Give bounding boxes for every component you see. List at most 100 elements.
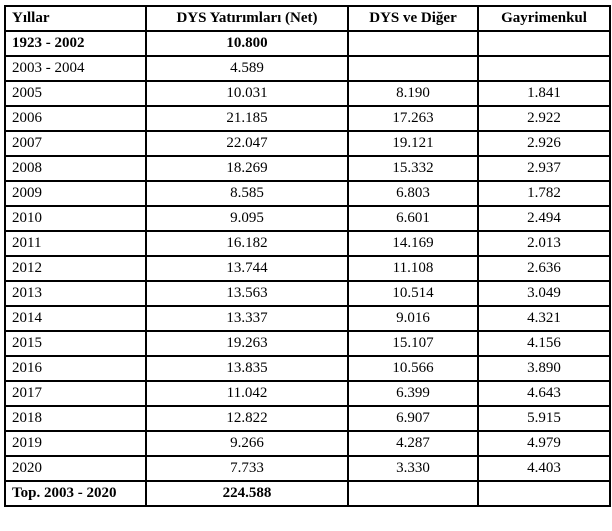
dys-other-cell: 10.566 [347,355,479,382]
table-body: 1923 - 2002 10.800 2003 - 2004 4.589 2005 10.… [4,30,611,507]
dys-net-cell: 4.589 [145,55,349,82]
table-row: 2017 11.042 6.399 4.643 [4,380,611,407]
year-cell: 2007 [4,130,147,157]
dys-net-cell: 10.031 [145,80,349,107]
gayrimenkul-cell: 4.321 [477,305,611,332]
dys-net-cell: 13.744 [145,255,349,282]
year-cell: 2016 [4,355,147,382]
dys-net-cell: 7.733 [145,455,349,482]
dys-other-cell [347,30,479,57]
gayrimenkul-cell: 4.643 [477,380,611,407]
year-cell: 2008 [4,155,147,182]
dys-other-cell: 17.263 [347,105,479,132]
year-cell: 2006 [4,105,147,132]
dys-net-cell: 13.563 [145,280,349,307]
year-cell: 2010 [4,205,147,232]
gayrimenkul-cell [477,55,611,82]
dys-net-cell: 9.266 [145,430,349,457]
gayrimenkul-cell: 4.979 [477,430,611,457]
year-cell: Top. 2003 - 2020 [4,480,147,507]
table-row: Top. 2003 - 2020 224.588 [4,480,611,507]
table-row: 2020 7.733 3.330 4.403 [4,455,611,482]
year-cell: 2019 [4,430,147,457]
year-cell: 2009 [4,180,147,207]
table-row: 2011 16.182 14.169 2.013 [4,230,611,257]
header-cell-gayrimenkul: Gayrimenkul [477,5,611,32]
year-cell: 2003 - 2004 [4,55,147,82]
gayrimenkul-cell: 3.049 [477,280,611,307]
gayrimenkul-cell: 3.890 [477,355,611,382]
gayrimenkul-cell: 4.156 [477,330,611,357]
dys-other-cell: 6.601 [347,205,479,232]
table-row: 2010 9.095 6.601 2.494 [4,205,611,232]
header-cell-years: Yıllar [4,5,147,32]
dys-other-cell: 6.907 [347,405,479,432]
table-row: 2013 13.563 10.514 3.049 [4,280,611,307]
header-cell-dys-net: DYS Yatırımları (Net) [145,5,349,32]
dys-net-cell: 10.800 [145,30,349,57]
table-row: 2003 - 2004 4.589 [4,55,611,82]
table-row: 2016 13.835 10.566 3.890 [4,355,611,382]
dys-other-cell: 4.287 [347,430,479,457]
dys-other-cell: 6.399 [347,380,479,407]
dys-other-cell: 11.108 [347,255,479,282]
dys-other-cell: 9.016 [347,305,479,332]
gayrimenkul-cell [477,480,611,507]
dys-net-cell: 8.585 [145,180,349,207]
dys-other-cell: 14.169 [347,230,479,257]
dys-net-cell: 13.337 [145,305,349,332]
gayrimenkul-cell: 2.922 [477,105,611,132]
gayrimenkul-cell: 1.841 [477,80,611,107]
year-cell: 2014 [4,305,147,332]
year-cell: 2013 [4,280,147,307]
table-row: 2014 13.337 9.016 4.321 [4,305,611,332]
table-row: 2018 12.822 6.907 5.915 [4,405,611,432]
table-row: 1923 - 2002 10.800 [4,30,611,57]
dys-other-cell [347,480,479,507]
year-cell: 1923 - 2002 [4,30,147,57]
table-row: 2005 10.031 8.190 1.841 [4,80,611,107]
dys-net-cell: 13.835 [145,355,349,382]
table-row: 2012 13.744 11.108 2.636 [4,255,611,282]
table-row: 2008 18.269 15.332 2.937 [4,155,611,182]
dys-net-cell: 12.822 [145,405,349,432]
dys-other-cell [347,55,479,82]
gayrimenkul-cell: 2.926 [477,130,611,157]
dys-net-cell: 22.047 [145,130,349,157]
year-cell: 2015 [4,330,147,357]
table-header-row: Yıllar DYS Yatırımları (Net) DYS ve Diğe… [4,5,611,32]
dys-other-cell: 6.803 [347,180,479,207]
dys-net-cell: 21.185 [145,105,349,132]
dys-other-cell: 10.514 [347,280,479,307]
gayrimenkul-cell [477,30,611,57]
table-row: 2015 19.263 15.107 4.156 [4,330,611,357]
table-row: 2009 8.585 6.803 1.782 [4,180,611,207]
gayrimenkul-cell: 2.013 [477,230,611,257]
dys-net-cell: 11.042 [145,380,349,407]
year-cell: 2011 [4,230,147,257]
dys-other-cell: 8.190 [347,80,479,107]
year-cell: 2012 [4,255,147,282]
dys-net-cell: 19.263 [145,330,349,357]
dys-other-cell: 19.121 [347,130,479,157]
gayrimenkul-cell: 1.782 [477,180,611,207]
dys-other-cell: 3.330 [347,455,479,482]
table-row: 2007 22.047 19.121 2.926 [4,130,611,157]
gayrimenkul-cell: 4.403 [477,455,611,482]
table-row: 2006 21.185 17.263 2.922 [4,105,611,132]
gayrimenkul-cell: 5.915 [477,405,611,432]
dys-other-cell: 15.332 [347,155,479,182]
gayrimenkul-cell: 2.636 [477,255,611,282]
gayrimenkul-cell: 2.937 [477,155,611,182]
dys-net-cell: 9.095 [145,205,349,232]
dys-net-cell: 16.182 [145,230,349,257]
gayrimenkul-cell: 2.494 [477,205,611,232]
table-row: 2019 9.266 4.287 4.979 [4,430,611,457]
year-cell: 2017 [4,380,147,407]
dys-net-cell: 18.269 [145,155,349,182]
year-cell: 2005 [4,80,147,107]
dys-other-cell: 15.107 [347,330,479,357]
fdi-investments-table: Yıllar DYS Yatırımları (Net) DYS ve Diğe… [4,5,611,507]
year-cell: 2018 [4,405,147,432]
dys-net-cell: 224.588 [145,480,349,507]
